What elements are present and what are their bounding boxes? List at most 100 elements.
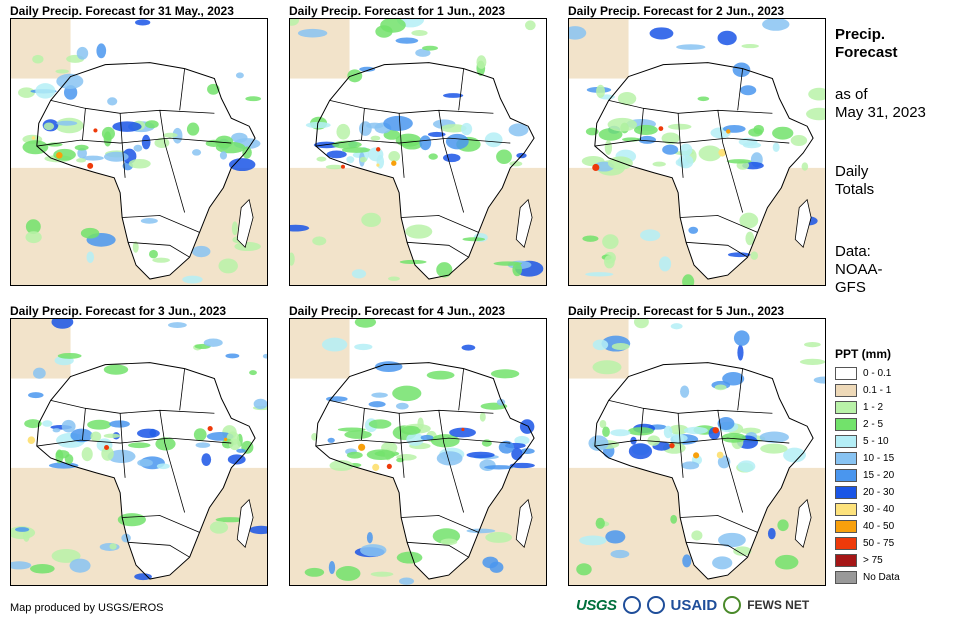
heavy-precip-spot [27, 436, 36, 444]
country-border [179, 68, 186, 111]
precip-area [688, 226, 699, 234]
country-border [594, 437, 790, 447]
precip-area [683, 426, 708, 435]
precip-area [462, 237, 486, 242]
legend-swatch [835, 486, 857, 499]
legend-item: 2 - 5 [835, 416, 900, 433]
precip-area [231, 221, 238, 236]
precip-area [509, 462, 535, 469]
precip-area [203, 338, 223, 347]
precip-area [195, 442, 211, 448]
precip-area [677, 154, 694, 169]
heavy-precip-spot [693, 452, 700, 459]
precip-area [395, 133, 422, 147]
precip-area [172, 127, 183, 144]
precip-area [137, 459, 153, 467]
precip-area [670, 514, 678, 524]
country-border [82, 108, 86, 141]
precip-area [335, 566, 361, 581]
precip-area [519, 419, 535, 434]
precip-area [476, 55, 487, 69]
panel-title: Daily Precip. Forecast for 4 Jun., 2023 [289, 304, 506, 318]
heavy-precip-spot [391, 160, 397, 166]
precip-area [121, 533, 131, 543]
precip-area [57, 352, 82, 359]
country-border [458, 368, 465, 411]
country-border [677, 413, 684, 478]
precip-area [366, 122, 384, 129]
precip-area [215, 517, 245, 523]
country-border [122, 215, 200, 233]
country-border [458, 68, 465, 111]
precip-area [371, 392, 388, 398]
precip-area [679, 143, 693, 157]
precip-area [101, 126, 115, 141]
forecast-panel-4: Daily Precip. Forecast for 3 Jun., 2023 [10, 304, 268, 586]
precip-area [520, 448, 535, 454]
precip-area [697, 96, 710, 102]
country-border [686, 541, 748, 558]
legend-item: 40 - 50 [835, 518, 900, 535]
precip-area [228, 438, 241, 451]
country-border [737, 68, 744, 111]
country-border [179, 368, 186, 411]
legend-swatch [835, 537, 857, 550]
precip-area [443, 153, 461, 163]
precip-area [128, 158, 151, 169]
precip-area [35, 83, 56, 99]
precip-area [714, 384, 727, 391]
panel-title: Daily Precip. Forecast for 3 Jun., 2023 [10, 304, 227, 318]
precip-area [33, 367, 46, 379]
legend-swatch [835, 435, 857, 448]
heavy-precip-spot [376, 163, 380, 167]
precip-area [70, 428, 93, 443]
precip-area [582, 235, 599, 242]
precip-area [290, 19, 300, 26]
precip-area [813, 376, 825, 384]
precip-area [633, 124, 658, 136]
precip-area [806, 107, 825, 121]
heavy-precip-spot [716, 451, 724, 459]
legend-item: 20 - 30 [835, 484, 900, 501]
country-border [640, 108, 644, 141]
legend-item: 0.1 - 1 [835, 382, 900, 399]
panel-title: Daily Precip. Forecast for 31 May., 2023 [10, 4, 234, 18]
precip-area [249, 525, 267, 535]
precip-area [599, 419, 607, 429]
heavy-precip-spot [669, 442, 675, 449]
precip-area [604, 140, 613, 155]
precip-area [52, 427, 61, 433]
precip-area [186, 122, 200, 136]
precip-area [607, 156, 633, 170]
precip-area [112, 121, 142, 132]
precip-area [305, 121, 331, 129]
heavy-precip-spot [341, 164, 345, 169]
heavy-precip-spot [386, 463, 392, 469]
precip-area [134, 573, 152, 581]
precip-area [670, 323, 683, 330]
country-border [398, 113, 405, 178]
precip-area [732, 62, 751, 77]
precip-area [368, 147, 384, 162]
madagascar [515, 498, 533, 549]
coastline [36, 362, 256, 580]
precip-area [698, 145, 722, 162]
precip-area [604, 255, 615, 269]
heavy-precip-spot [223, 437, 228, 442]
precip-area [733, 546, 752, 556]
precip-area [328, 560, 336, 575]
precip-area [329, 460, 354, 472]
precip-area [628, 443, 653, 460]
country-border [128, 541, 190, 558]
precip-area [508, 123, 529, 137]
precip-area [443, 93, 464, 98]
africa-land [36, 362, 256, 580]
usaid-logo: USAID [670, 596, 718, 614]
precip-area [739, 85, 757, 96]
precip-area [370, 135, 381, 141]
precip-area [445, 133, 469, 150]
precip-area [82, 155, 104, 161]
forecast-panel-1: Daily Precip. Forecast for 31 May., 2023 [10, 4, 268, 286]
precip-area [799, 358, 825, 365]
precip-area [360, 544, 387, 557]
